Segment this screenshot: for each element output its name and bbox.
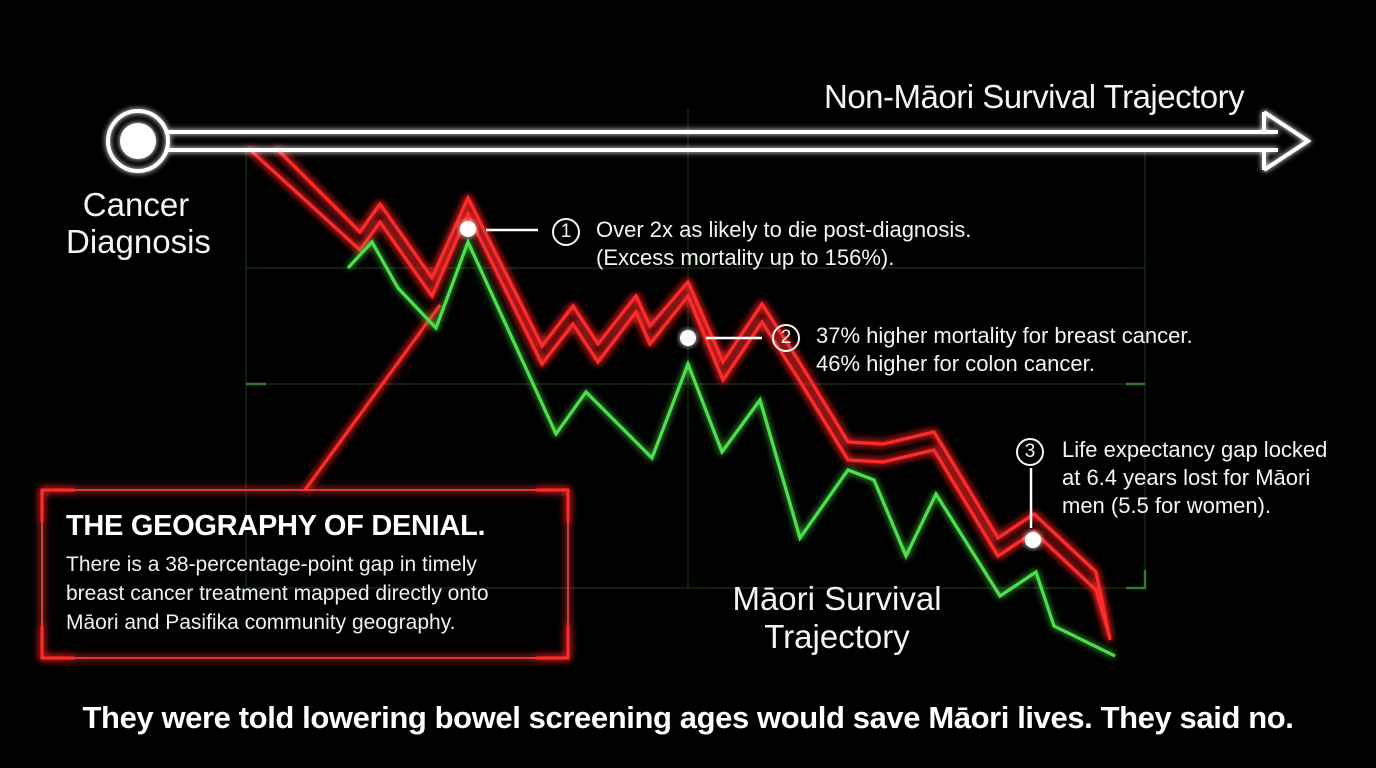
- callout-1-line-2: (Excess mortality up to 156%).: [596, 245, 895, 270]
- callout-2-line-2: 46% higher for colon cancer.: [816, 351, 1095, 376]
- callout-1-connector: [460, 221, 538, 237]
- callout-3-line-1: Life expectancy gap locked: [1062, 437, 1328, 462]
- denial-connector-line: [303, 304, 442, 491]
- callout-3-number-badge: 3: [1016, 438, 1044, 466]
- denial-box-body: There is a 38-percentage-point gap in ti…: [66, 550, 556, 637]
- callout-2: 2 37% higher mortality for breast cancer…: [772, 322, 1193, 378]
- callout-3-line-2: at 6.4 years lost for Māori: [1062, 465, 1311, 490]
- callout-1-number-badge: 1: [552, 218, 580, 246]
- callout-3: 3 Life expectancy gap locked at 6.4 year…: [1016, 436, 1328, 520]
- callout-3-connector: [1025, 468, 1041, 548]
- cancer-diagnosis-label: Cancer Diagnosis: [66, 186, 211, 260]
- callout-1: 1 Over 2x as likely to die post-diagnosi…: [552, 216, 972, 272]
- diagnosis-node: [106, 109, 170, 173]
- denial-box-title: THE GEOGRAPHY OF DENIAL.: [66, 510, 486, 542]
- callout-2-connector: [680, 330, 762, 346]
- green-trajectory: [346, 237, 1116, 658]
- red-trajectory: [246, 146, 1112, 641]
- callout-1-line-1: Over 2x as likely to die post-diagnosis.: [596, 217, 972, 242]
- callout-3-line-3: men (5.5 for women).: [1062, 493, 1272, 518]
- grid-corner-marks: [246, 382, 1147, 590]
- callout-2-number-badge: 2: [772, 324, 800, 352]
- callout-2-line-1: 37% higher mortality for breast cancer.: [816, 323, 1193, 348]
- denial-box-line-1: There is a 38-percentage-point gap in ti…: [66, 553, 477, 576]
- footer-headline: They were told lowering bowel screening …: [82, 700, 1294, 735]
- denial-box-frame: [40, 488, 570, 660]
- background-grid: [245, 108, 1146, 589]
- maori-trajectory-label: Māori Survival Trajectory: [732, 580, 942, 655]
- non-maori-trajectory-label: Non-Māori Survival Trajectory: [824, 78, 1245, 115]
- non-maori-arrow: [168, 110, 1312, 172]
- denial-box-line-3: Māori and Pasifika community geography.: [66, 611, 456, 634]
- denial-box-line-2: breast cancer treatment mapped directly …: [66, 582, 489, 605]
- geography-of-denial-box: THE GEOGRAPHY OF DENIAL. There is a 38-p…: [42, 490, 568, 658]
